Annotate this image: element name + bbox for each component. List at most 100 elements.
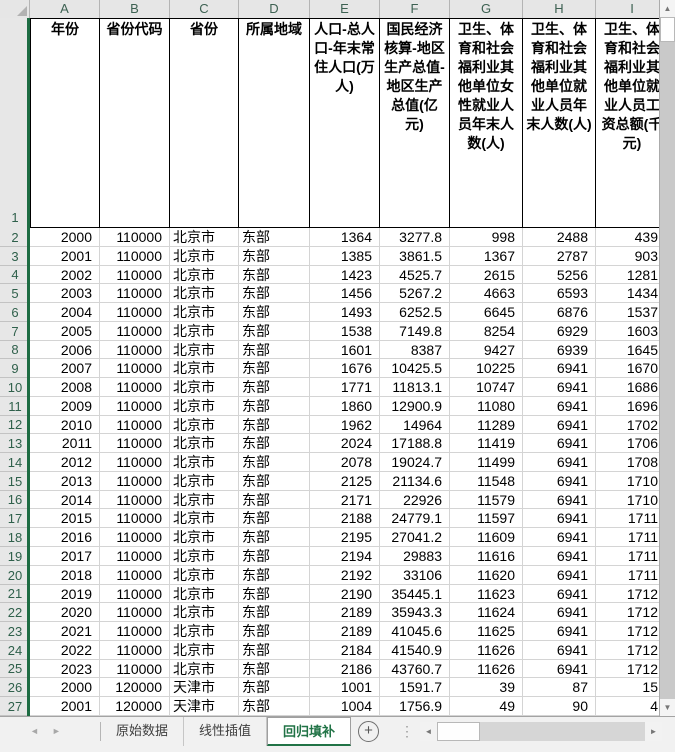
cell[interactable]: 东部 bbox=[239, 584, 310, 604]
cell[interactable]: 2015 bbox=[30, 509, 100, 529]
column-header-i[interactable]: I bbox=[596, 0, 659, 18]
cell[interactable]: 6941 bbox=[523, 528, 596, 548]
cell[interactable]: 6941 bbox=[523, 622, 596, 641]
row-number[interactable]: 24 bbox=[0, 640, 30, 660]
cell[interactable]: 11609 bbox=[450, 528, 523, 548]
cell[interactable]: 1710 bbox=[596, 472, 659, 491]
cell[interactable]: 439 bbox=[596, 228, 659, 247]
tab-线性插值[interactable]: 线性插值 bbox=[184, 717, 268, 746]
cell[interactable]: 6941 bbox=[523, 490, 596, 510]
row-number[interactable]: 2 bbox=[0, 228, 30, 247]
cell[interactable]: 2005 bbox=[30, 321, 100, 341]
cell[interactable]: 998 bbox=[450, 228, 523, 247]
cell[interactable]: 1385 bbox=[310, 246, 380, 266]
cell[interactable]: 2002 bbox=[30, 265, 100, 285]
cell[interactable]: 北京市 bbox=[170, 303, 239, 322]
cell[interactable]: 2014 bbox=[30, 490, 100, 510]
field-header[interactable]: 省份 bbox=[170, 18, 239, 228]
cell[interactable]: 21134.6 bbox=[380, 471, 450, 491]
cell[interactable]: 110000 bbox=[100, 565, 170, 585]
cell[interactable]: 北京市 bbox=[170, 284, 239, 304]
field-header[interactable]: 卫生、体育和社会福利业其他单位就业人员年末人数(人) bbox=[523, 18, 596, 228]
cell[interactable]: 110000 bbox=[100, 378, 170, 397]
cell[interactable]: 110000 bbox=[100, 622, 170, 641]
row-number[interactable]: 14 bbox=[0, 453, 30, 472]
scroll-down-icon[interactable]: ▼ bbox=[660, 699, 675, 716]
cell[interactable]: 8387 bbox=[380, 340, 450, 360]
cell[interactable]: 1001 bbox=[310, 678, 380, 698]
cell[interactable]: 6939 bbox=[523, 340, 596, 360]
cell[interactable]: 东部 bbox=[239, 547, 310, 566]
cell[interactable]: 2021 bbox=[30, 622, 100, 641]
vertical-scrollbar-thumb[interactable] bbox=[660, 17, 675, 42]
cell[interactable]: 2000 bbox=[30, 678, 100, 698]
cell[interactable]: 2192 bbox=[310, 565, 380, 585]
cell[interactable]: 2189 bbox=[310, 603, 380, 623]
cell[interactable]: 东部 bbox=[239, 415, 310, 435]
tab-scrollbar-splitter[interactable]: ⋮ bbox=[400, 723, 414, 739]
cell[interactable]: 北京市 bbox=[170, 659, 239, 679]
field-header[interactable]: 所属地域 bbox=[239, 18, 310, 228]
cell[interactable]: 11620 bbox=[450, 565, 523, 585]
cell[interactable]: 1708 bbox=[596, 453, 659, 472]
cell[interactable]: 东部 bbox=[239, 284, 310, 304]
cell[interactable]: 43760.7 bbox=[380, 659, 450, 679]
cell[interactable]: 北京市 bbox=[170, 640, 239, 660]
column-header-f[interactable]: F bbox=[380, 0, 450, 18]
cell[interactable]: 110000 bbox=[100, 434, 170, 454]
cell[interactable]: 4 bbox=[596, 697, 659, 716]
row-number[interactable]: 15 bbox=[0, 471, 30, 491]
row-number[interactable]: 18 bbox=[0, 528, 30, 548]
cell[interactable]: 6593 bbox=[523, 284, 596, 304]
horizontal-scrollbar-thumb[interactable] bbox=[437, 722, 480, 741]
cell[interactable]: 6941 bbox=[523, 453, 596, 472]
tab-nav-left-icon[interactable]: ◄ bbox=[30, 726, 39, 736]
cell[interactable]: 东部 bbox=[239, 528, 310, 548]
cell[interactable]: 1645 bbox=[596, 341, 659, 360]
cell[interactable]: 北京市 bbox=[170, 509, 239, 529]
cell[interactable]: 北京市 bbox=[170, 246, 239, 266]
cell[interactable]: 1364 bbox=[310, 228, 380, 247]
cell[interactable]: 1710 bbox=[596, 491, 659, 510]
cell[interactable]: 2013 bbox=[30, 471, 100, 491]
cell[interactable]: 2023 bbox=[30, 659, 100, 679]
cell[interactable]: 东部 bbox=[239, 228, 310, 247]
cell[interactable]: 10225 bbox=[450, 359, 523, 379]
cell[interactable]: 11499 bbox=[450, 453, 523, 472]
cell[interactable]: 1676 bbox=[310, 359, 380, 379]
row-number[interactable]: 7 bbox=[0, 321, 30, 341]
cell[interactable]: 2017 bbox=[30, 547, 100, 566]
cell[interactable]: 24779.1 bbox=[380, 509, 450, 529]
cell[interactable]: 33106 bbox=[380, 565, 450, 585]
column-header-b[interactable]: B bbox=[100, 0, 170, 18]
cell[interactable]: 11419 bbox=[450, 434, 523, 454]
cell[interactable]: 120000 bbox=[100, 697, 170, 716]
cell[interactable]: 1962 bbox=[310, 415, 380, 435]
cell[interactable]: 北京市 bbox=[170, 565, 239, 585]
cell[interactable]: 41540.9 bbox=[380, 640, 450, 660]
cell[interactable]: 1686 bbox=[596, 378, 659, 397]
scroll-up-icon[interactable]: ▲ bbox=[660, 0, 675, 17]
cell[interactable]: 19024.7 bbox=[380, 453, 450, 472]
cell[interactable]: 北京市 bbox=[170, 340, 239, 360]
cell[interactable]: 110000 bbox=[100, 659, 170, 679]
cell[interactable]: 6941 bbox=[523, 471, 596, 491]
column-header-a[interactable]: A bbox=[30, 0, 100, 18]
cell[interactable]: 1367 bbox=[450, 246, 523, 266]
row-number[interactable]: 22 bbox=[0, 603, 30, 623]
cell[interactable]: 1493 bbox=[310, 303, 380, 322]
row-number[interactable]: 19 bbox=[0, 547, 30, 566]
cell[interactable]: 6929 bbox=[523, 321, 596, 341]
row-number[interactable]: 11 bbox=[0, 396, 30, 416]
cell[interactable]: 110000 bbox=[100, 528, 170, 548]
cell[interactable]: 110000 bbox=[100, 284, 170, 304]
cell[interactable]: 29883 bbox=[380, 547, 450, 566]
vertical-scrollbar[interactable]: ▲ ▼ bbox=[659, 0, 675, 716]
cell[interactable]: 1771 bbox=[310, 378, 380, 397]
cell[interactable]: 110000 bbox=[100, 340, 170, 360]
add-sheet-button[interactable]: + bbox=[358, 721, 379, 742]
row-number[interactable]: 10 bbox=[0, 378, 30, 397]
scroll-left-icon[interactable]: ◄ bbox=[420, 722, 437, 741]
cell[interactable]: 6941 bbox=[523, 547, 596, 566]
cell[interactable]: 东部 bbox=[239, 471, 310, 491]
